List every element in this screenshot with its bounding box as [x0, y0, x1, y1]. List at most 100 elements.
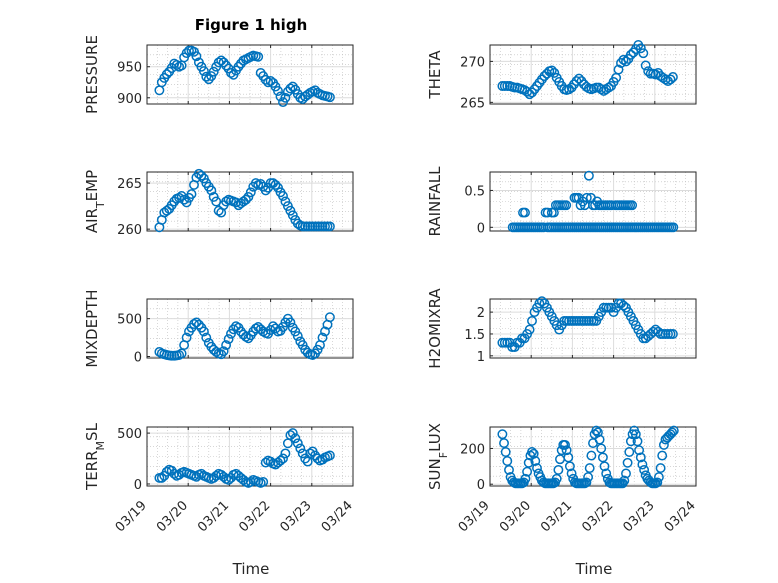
data-point	[528, 448, 539, 459]
data-point	[196, 170, 207, 181]
data-point	[186, 189, 197, 200]
data-point	[504, 464, 514, 475]
data-point	[292, 438, 303, 449]
data-point	[295, 443, 306, 454]
data-point	[235, 326, 246, 337]
data-point	[198, 66, 209, 77]
data-point	[218, 346, 229, 357]
data-point	[320, 326, 330, 337]
data-point	[181, 332, 192, 343]
data-point	[221, 60, 232, 71]
data-point	[541, 68, 552, 79]
y-axis-label-tail: LUX	[426, 423, 444, 452]
data-point	[191, 317, 202, 328]
data-point	[624, 447, 635, 457]
x-tick-label: 03/23	[278, 498, 315, 535]
data-point	[171, 59, 182, 70]
y-axis-label-subscript: M	[94, 441, 107, 451]
data-point	[583, 170, 594, 181]
data-point	[634, 445, 645, 456]
data-point	[657, 450, 668, 461]
data-point	[668, 425, 679, 436]
data-point	[243, 333, 254, 344]
data-point	[632, 436, 643, 447]
data-point	[198, 326, 209, 337]
data-point	[206, 341, 217, 352]
data-point	[223, 334, 234, 345]
data-point	[191, 51, 202, 62]
data-point	[317, 454, 328, 465]
data-point	[597, 452, 608, 463]
data-point	[598, 85, 609, 96]
y-tick-label: 1	[477, 350, 485, 365]
y-axis-label: TERRMSL	[83, 422, 107, 491]
data-point	[324, 221, 335, 232]
subplot-1: 900 950 PRESSURE	[83, 35, 354, 114]
y-tick-label: 2	[477, 306, 485, 321]
data-point	[216, 349, 227, 360]
data-point	[586, 450, 597, 461]
data-point	[542, 207, 553, 218]
data-point	[524, 324, 535, 335]
data-point	[637, 459, 648, 470]
data-point	[667, 427, 678, 438]
subplot-4: 0 0.5 RAINFALL	[426, 166, 697, 236]
y-axis-label-main: THETA	[426, 50, 444, 100]
data-point	[591, 425, 602, 436]
data-point	[564, 461, 575, 472]
data-point	[312, 453, 323, 464]
data-point	[618, 54, 629, 65]
axes-box	[489, 44, 697, 105]
y-axis-label-tail: SL	[83, 422, 101, 441]
data-point	[297, 448, 308, 459]
axes-box	[489, 298, 697, 359]
y-axis-label-subscript: F	[437, 452, 450, 458]
data-point	[179, 194, 190, 205]
x-tick-label: 03/21	[538, 498, 575, 535]
x-axis-label-left: Time	[232, 560, 270, 578]
data-point	[560, 439, 570, 450]
y-axis-label: MIXDEPTH	[83, 289, 101, 367]
data-point	[174, 192, 185, 203]
data-point	[532, 463, 542, 474]
data-point	[635, 452, 646, 463]
data-point	[581, 477, 592, 488]
y-tick-label: 265	[460, 96, 485, 111]
y-axis-label-subscript: T	[94, 201, 107, 209]
data-point	[324, 450, 335, 461]
data-point	[601, 84, 612, 95]
data-point	[601, 468, 612, 479]
data-point	[536, 296, 547, 307]
data-point	[556, 445, 567, 456]
data-point	[603, 82, 614, 93]
data-point	[317, 332, 328, 343]
data-point	[549, 67, 560, 78]
data-point	[226, 67, 236, 78]
data-point	[594, 434, 605, 445]
y-axis-label-tail: EMP	[83, 170, 101, 201]
x-tick-label: 03/20	[497, 498, 534, 535]
data-point	[625, 49, 636, 60]
data-point	[592, 427, 603, 438]
data-point	[561, 200, 572, 211]
data-point	[196, 468, 207, 479]
y-tick-label: 900	[117, 92, 142, 107]
y-axis-label: H2OMIXRA	[426, 288, 444, 369]
subplot-6: 1 1.5 2 H2OMIXRA	[426, 288, 697, 369]
data-point	[221, 340, 232, 351]
data-point	[169, 468, 180, 479]
data-point	[211, 470, 222, 481]
x-tick-label: 03/21	[195, 498, 232, 535]
data-point	[181, 48, 192, 59]
subplot-5: 0 500 MIXDEPTH	[83, 289, 354, 368]
data-point	[551, 473, 562, 484]
data-point	[622, 457, 633, 468]
data-point	[667, 329, 678, 339]
data-point	[522, 466, 533, 477]
data-point	[287, 81, 298, 92]
data-point	[621, 468, 631, 479]
data-point	[613, 64, 624, 75]
data-point	[275, 91, 286, 102]
data-point	[221, 196, 232, 207]
